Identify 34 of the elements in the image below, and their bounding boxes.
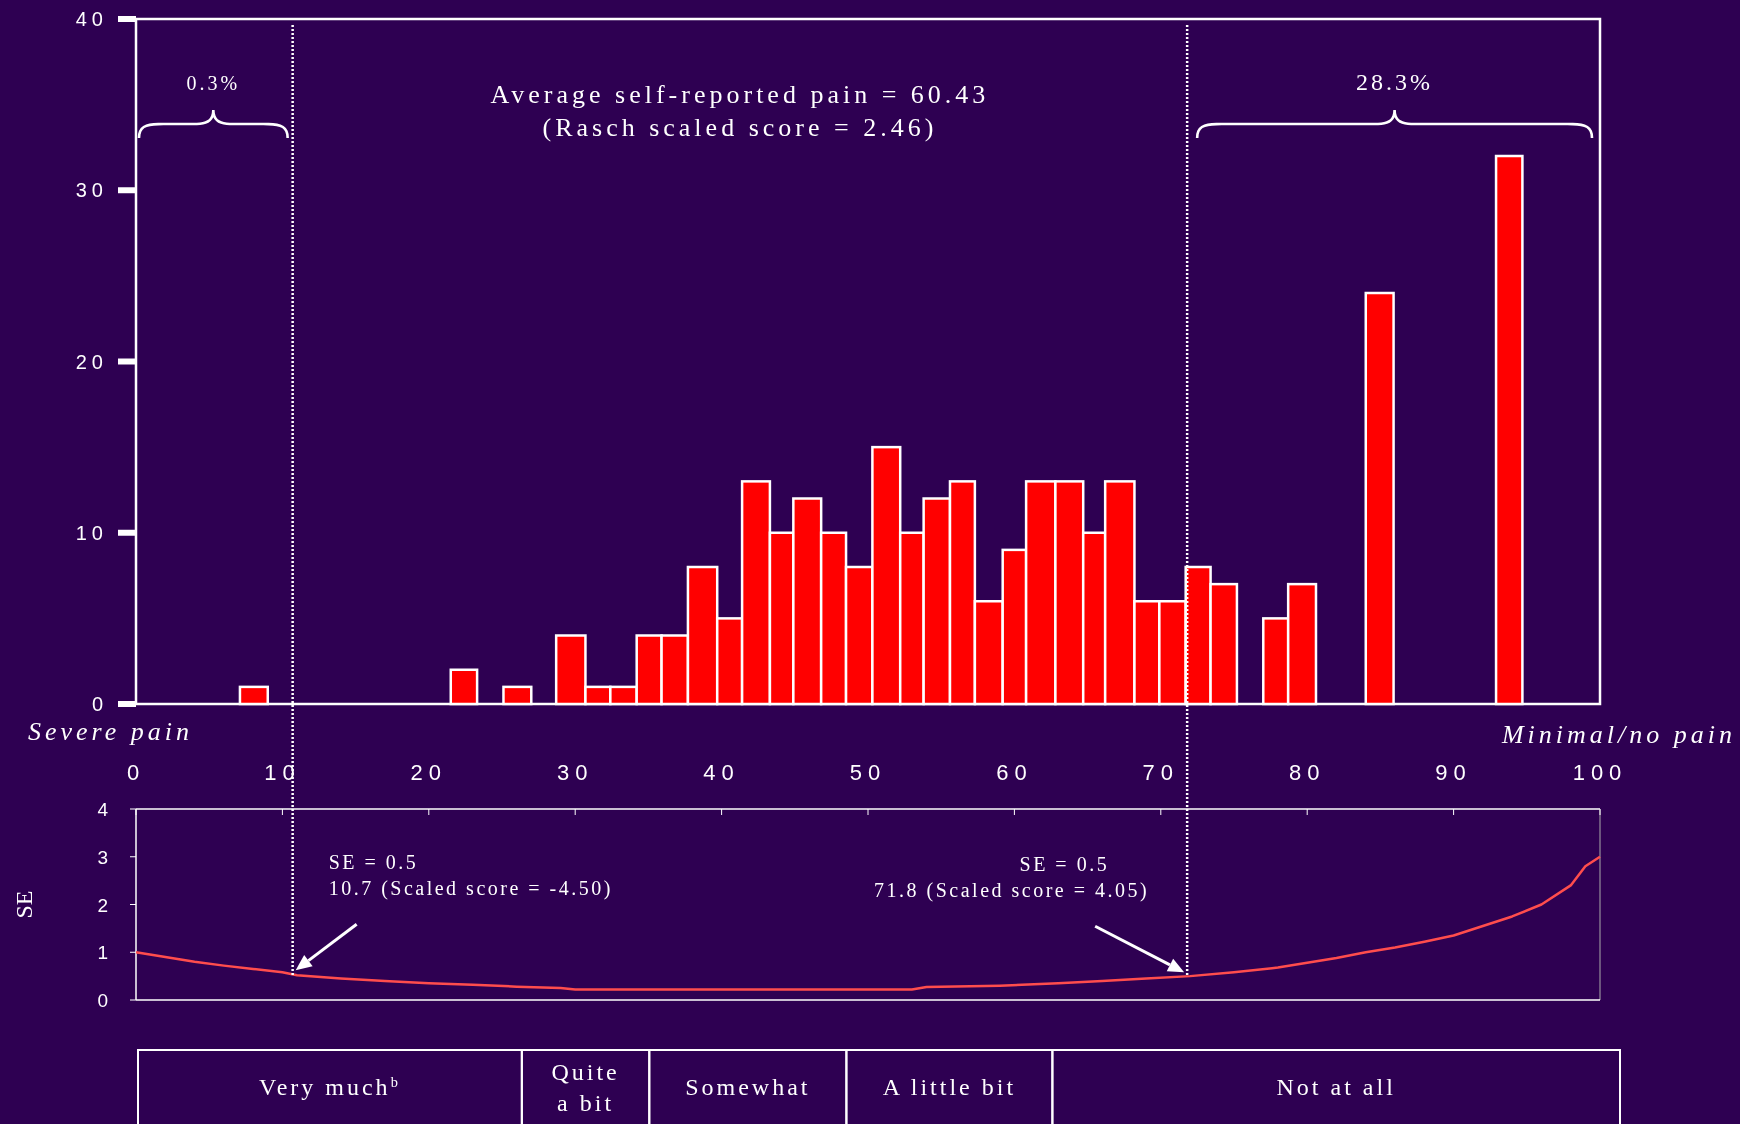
x-tick-label: 30 — [556, 760, 594, 785]
text: Not at all — [1276, 1074, 1396, 1100]
x-tick-label: 20 — [410, 760, 448, 785]
annotation: Average self-reported pain = 60.43 (Rasch scaled score = 2.46) — [490, 80, 990, 142]
y-tick-label: 1 — [97, 942, 108, 964]
y-tick-label: 20 — [75, 350, 108, 373]
x-tick-label: 60 — [996, 760, 1033, 785]
text: Very much$^{b}$ — [259, 1074, 401, 1100]
x-tick-label: 10 — [264, 760, 301, 785]
x-tick-label: 70 — [1142, 760, 1180, 785]
annotation: 28.3% — [1356, 69, 1434, 95]
y-tick-label: 40 — [75, 8, 108, 30]
x-tick-label: 0 — [126, 760, 146, 785]
x-tick-label: 50 — [849, 760, 887, 785]
text: Severe pain — [28, 717, 194, 746]
text: A little bit — [882, 1074, 1017, 1100]
annotation: SE = 0.5 10.7 (Scaled score = -4.50) — [328, 851, 613, 901]
text: Quite a bit — [551, 1059, 620, 1116]
x-tick-label: 100 — [1572, 760, 1628, 785]
text: Minimal/no pain — [1500, 720, 1736, 749]
annotation: SE = 0.5 71.8 (Scaled score = 4.05) — [874, 853, 1150, 903]
y-tick-label: 0 — [91, 693, 108, 715]
annotation: 0.3% — [186, 72, 241, 94]
x-tick-label: 40 — [703, 760, 740, 785]
y-axis-title: SE — [11, 890, 37, 919]
x-tick-label: 90 — [1435, 760, 1472, 785]
y-tick-label: 0 — [97, 990, 108, 1011]
y-tick-label: 10 — [75, 521, 108, 544]
y-tick-label: 3 — [97, 846, 108, 868]
x-tick-label: 80 — [1288, 760, 1326, 785]
y-tick-label: 4 — [97, 799, 109, 820]
y-tick-label: 30 — [75, 179, 108, 202]
y-tick-label: 2 — [97, 894, 108, 916]
text: Somewhat — [685, 1074, 811, 1100]
